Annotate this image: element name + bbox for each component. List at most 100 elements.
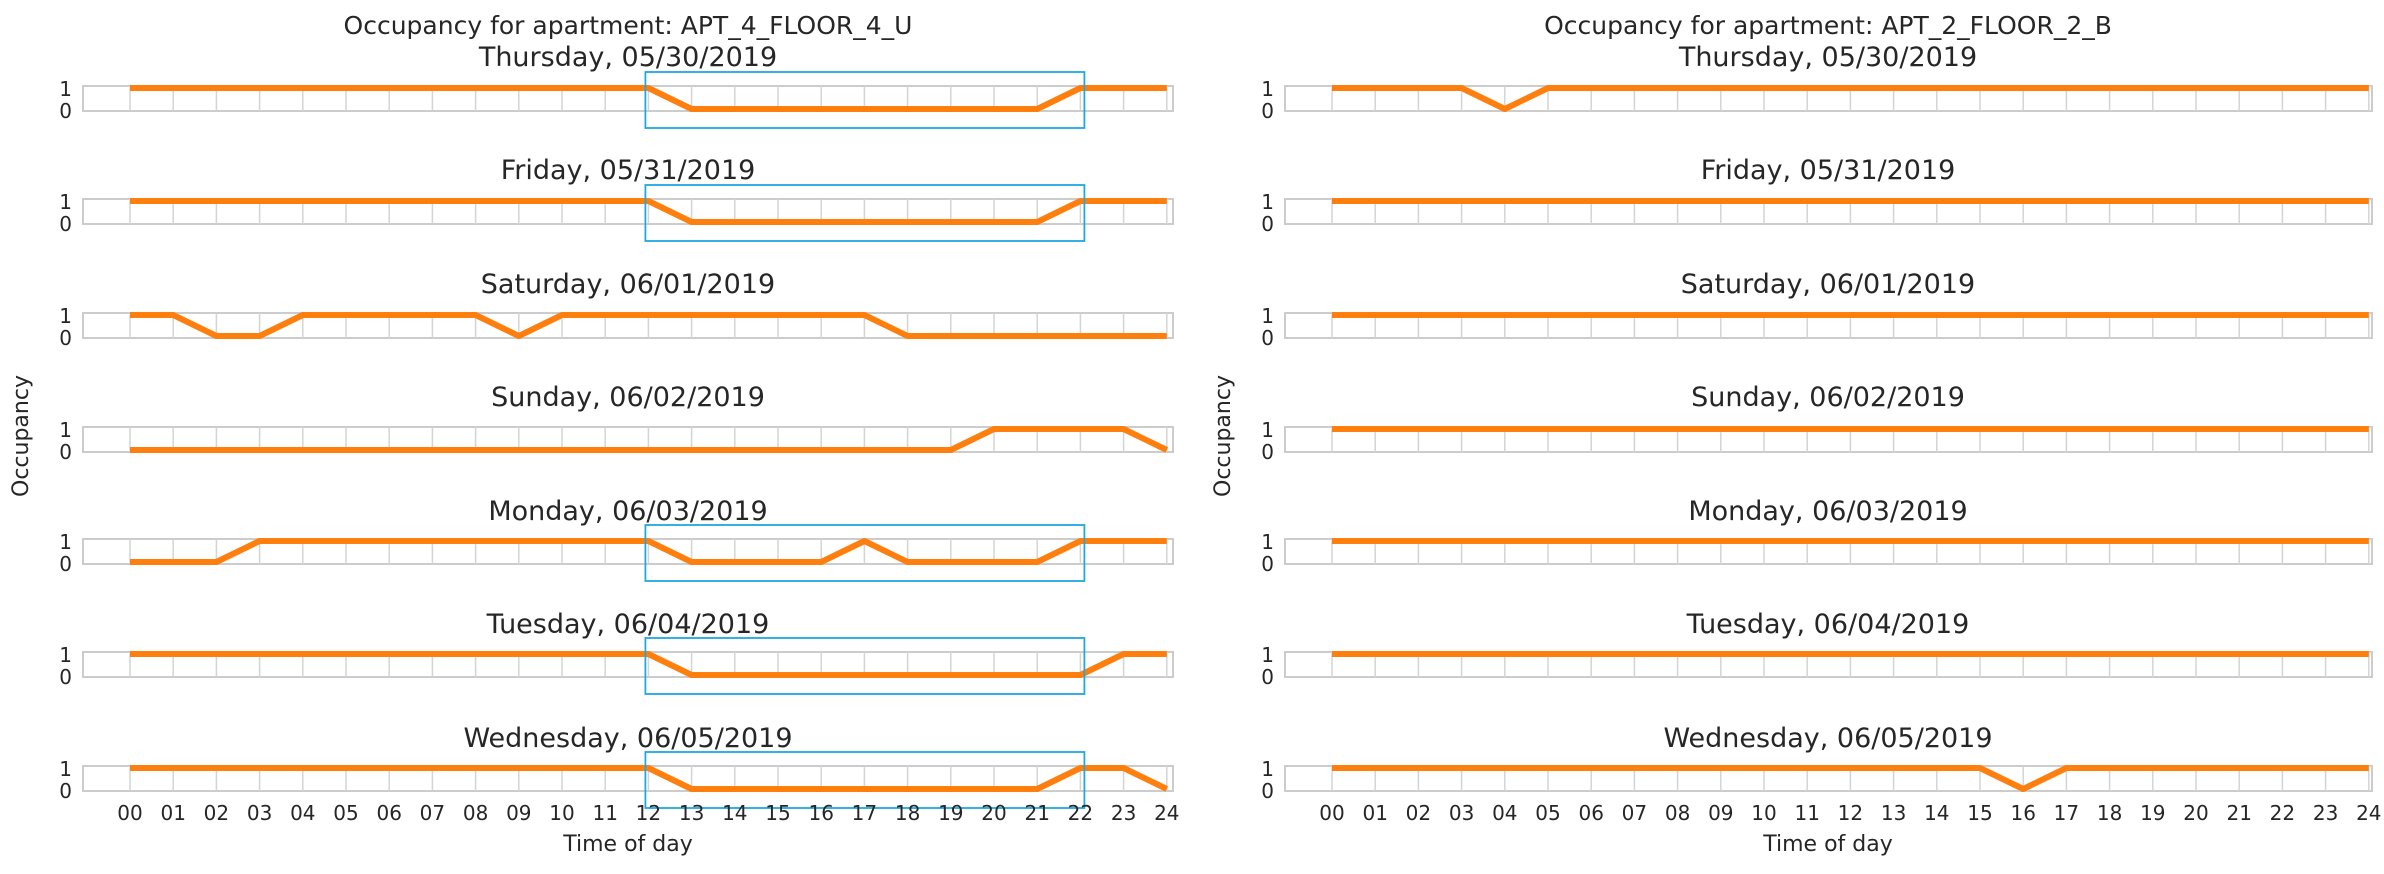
occupancy-line [130, 312, 1167, 339]
y-tick-label: 1 [1261, 77, 1274, 101]
x-tick-label: 21 [1024, 801, 1049, 825]
x-tick-label: 05 [1535, 801, 1560, 825]
x-tick-label: 17 [2054, 801, 2079, 825]
y-axis-label: Occupancy [9, 375, 34, 497]
y-tick-label: 1 [59, 643, 72, 667]
x-tick-label: 14 [722, 801, 747, 825]
x-tick-label: 03 [247, 801, 272, 825]
x-tick-label: 24 [2356, 801, 2381, 825]
day-title: Friday, 05/31/2019 [501, 155, 756, 186]
x-tick-label: 06 [376, 801, 401, 825]
day-title: Monday, 06/03/2019 [488, 496, 767, 527]
day-title: Sunday, 06/02/2019 [491, 382, 765, 413]
occupancy-line [130, 765, 1169, 792]
x-tick-label: 12 [636, 801, 661, 825]
y-tick-label: 0 [1261, 665, 1274, 689]
x-tick-label: 23 [2313, 801, 2338, 825]
x-tick-label: 10 [549, 801, 574, 825]
chart-title: Occupancy for apartment: APT_4_FLOOR_4_U [344, 11, 913, 40]
y-tick-label: 0 [1261, 326, 1274, 350]
x-axis-label: Time of day [562, 832, 693, 857]
y-tick-label: 0 [59, 99, 72, 123]
y-tick-label: 1 [1261, 643, 1274, 667]
x-tick-label: 10 [1751, 801, 1776, 825]
highlight-box [644, 184, 1086, 242]
day-title: Monday, 06/03/2019 [1688, 496, 1967, 527]
y-tick-label: 0 [59, 440, 72, 464]
x-tick-label: 22 [2270, 801, 2295, 825]
y-tick-label: 1 [59, 190, 72, 214]
x-tick-label: 21 [2226, 801, 2251, 825]
x-tick-label: 04 [290, 801, 315, 825]
occupancy-line [130, 426, 1169, 453]
x-axis-label: Time of day [1762, 832, 1893, 857]
x-tick-label: 12 [1838, 801, 1863, 825]
highlight-box [644, 637, 1086, 695]
y-tick-label: 0 [1261, 779, 1274, 803]
day-title: Saturday, 06/01/2019 [481, 269, 775, 300]
highlight-box [644, 71, 1086, 129]
day-title: Sunday, 06/02/2019 [1691, 382, 1965, 413]
x-tick-label: 18 [2097, 801, 2122, 825]
y-tick-label: 1 [59, 530, 72, 554]
x-tick-label: 05 [333, 801, 358, 825]
y-tick-label: 1 [59, 418, 72, 442]
x-tick-label: 15 [765, 801, 790, 825]
chart-panel-1: Occupancy for apartment: APT_4_FLOOR_4_U… [9, 11, 1180, 857]
x-tick-label: 24 [1154, 801, 1179, 825]
y-tick-label: 1 [1261, 304, 1274, 328]
x-tick-label: 07 [420, 801, 445, 825]
y-tick-label: 1 [59, 77, 72, 101]
y-tick-label: 0 [59, 212, 72, 236]
x-tick-label: 22 [1068, 801, 1093, 825]
x-tick-label: 20 [2183, 801, 2208, 825]
x-tick-label: 15 [1967, 801, 1992, 825]
day-title: Thursday, 05/30/2019 [1678, 42, 1977, 73]
day-title: Tuesday, 06/04/2019 [486, 609, 770, 640]
x-tick-label: 04 [1492, 801, 1517, 825]
occupancy-line [130, 538, 1167, 565]
x-tick-label: 19 [938, 801, 963, 825]
y-axis-label: Occupancy [1211, 375, 1236, 497]
x-tick-label: 08 [1665, 801, 1690, 825]
occupancy-line [130, 85, 1167, 112]
x-tick-label: 02 [1406, 801, 1431, 825]
day-title: Saturday, 06/01/2019 [1681, 269, 1975, 300]
x-tick-label: 17 [852, 801, 877, 825]
x-tick-label: 02 [204, 801, 229, 825]
x-tick-label: 16 [808, 801, 833, 825]
x-tick-label: 07 [1622, 801, 1647, 825]
x-tick-label: 00 [117, 801, 142, 825]
x-tick-label: 03 [1449, 801, 1474, 825]
y-tick-label: 0 [59, 552, 72, 576]
day-title: Friday, 05/31/2019 [1701, 155, 1956, 186]
x-tick-label: 11 [592, 801, 617, 825]
y-tick-label: 1 [1261, 190, 1274, 214]
x-tick-label: 01 [160, 801, 185, 825]
x-tick-label: 16 [2010, 801, 2035, 825]
y-tick-label: 1 [59, 757, 72, 781]
y-tick-label: 0 [59, 779, 72, 803]
occupancy-line [1332, 85, 2369, 112]
x-tick-label: 13 [679, 801, 704, 825]
x-tick-label: 19 [2140, 801, 2165, 825]
x-tick-label: 06 [1578, 801, 1603, 825]
day-title: Tuesday, 06/04/2019 [1686, 609, 1970, 640]
x-tick-label: 09 [506, 801, 531, 825]
highlight-box [644, 751, 1086, 809]
day-title: Wednesday, 06/05/2019 [1663, 723, 1992, 754]
x-tick-label: 20 [981, 801, 1006, 825]
y-tick-label: 0 [1261, 440, 1274, 464]
occupancy-line [1332, 765, 2369, 792]
y-tick-label: 1 [59, 304, 72, 328]
day-title: Thursday, 05/30/2019 [478, 42, 777, 73]
x-tick-label: 00 [1319, 801, 1344, 825]
y-tick-label: 0 [1261, 552, 1274, 576]
y-tick-label: 0 [1261, 212, 1274, 236]
y-tick-label: 0 [1261, 99, 1274, 123]
x-tick-label: 18 [895, 801, 920, 825]
occupancy-line [130, 198, 1167, 225]
occupancy-line [130, 651, 1167, 678]
